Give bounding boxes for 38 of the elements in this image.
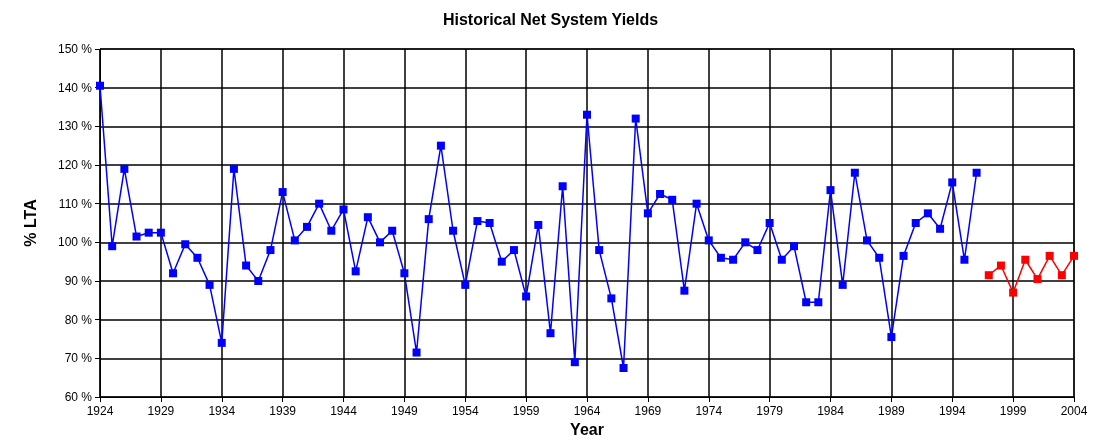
x-tick-label: 1954: [451, 404, 479, 418]
point: [1021, 255, 1030, 264]
y-tick-label: 120 %: [57, 158, 93, 172]
x-tick-label: 1934: [208, 404, 236, 418]
x-tick-label: 1939: [269, 404, 297, 418]
y-tick-label: 90 %: [64, 274, 93, 288]
y-tick-label: 150 %: [57, 42, 93, 56]
x-tick-label: 1989: [878, 404, 906, 418]
x-tick-label: 1979: [756, 404, 784, 418]
x-tick-label: 1984: [817, 404, 845, 418]
point: [1070, 251, 1078, 260]
y-axis-title: % LTA: [21, 198, 39, 247]
y-tick-label: 60 %: [64, 390, 93, 404]
point: [984, 271, 993, 280]
x-axis-title: Year: [570, 421, 604, 439]
x-tick-label: 1974: [695, 404, 723, 418]
y-tick-label: 140 %: [57, 80, 93, 95]
point: [996, 261, 1005, 270]
y-tick-label: 130 %: [57, 119, 93, 134]
x-tick-label: 1944: [330, 404, 358, 418]
x-tick-label: 1994: [938, 404, 966, 418]
x-tick-label: 1959: [512, 404, 540, 418]
x-tick-label: 1949: [391, 404, 419, 418]
y-tick-label: 80 %: [64, 312, 93, 327]
point: [1009, 288, 1018, 297]
point: [1033, 275, 1042, 284]
point: [1045, 251, 1054, 260]
y-tick-label: 100 %: [57, 235, 93, 250]
x-tick-label: 1999: [999, 404, 1027, 418]
x-tick-label: 1964: [573, 404, 601, 418]
x-tick-label: 1929: [147, 404, 175, 418]
x-tick-label: 2004: [1060, 404, 1088, 418]
y-tick-label: 70 %: [64, 351, 93, 366]
y-tick-label: 110 %: [58, 196, 93, 211]
x-tick-label: 1924: [86, 404, 114, 418]
x-tick-label: 1969: [634, 404, 662, 418]
point: [1057, 271, 1066, 280]
chart-title: Historical Net System Yields: [442, 10, 659, 28]
